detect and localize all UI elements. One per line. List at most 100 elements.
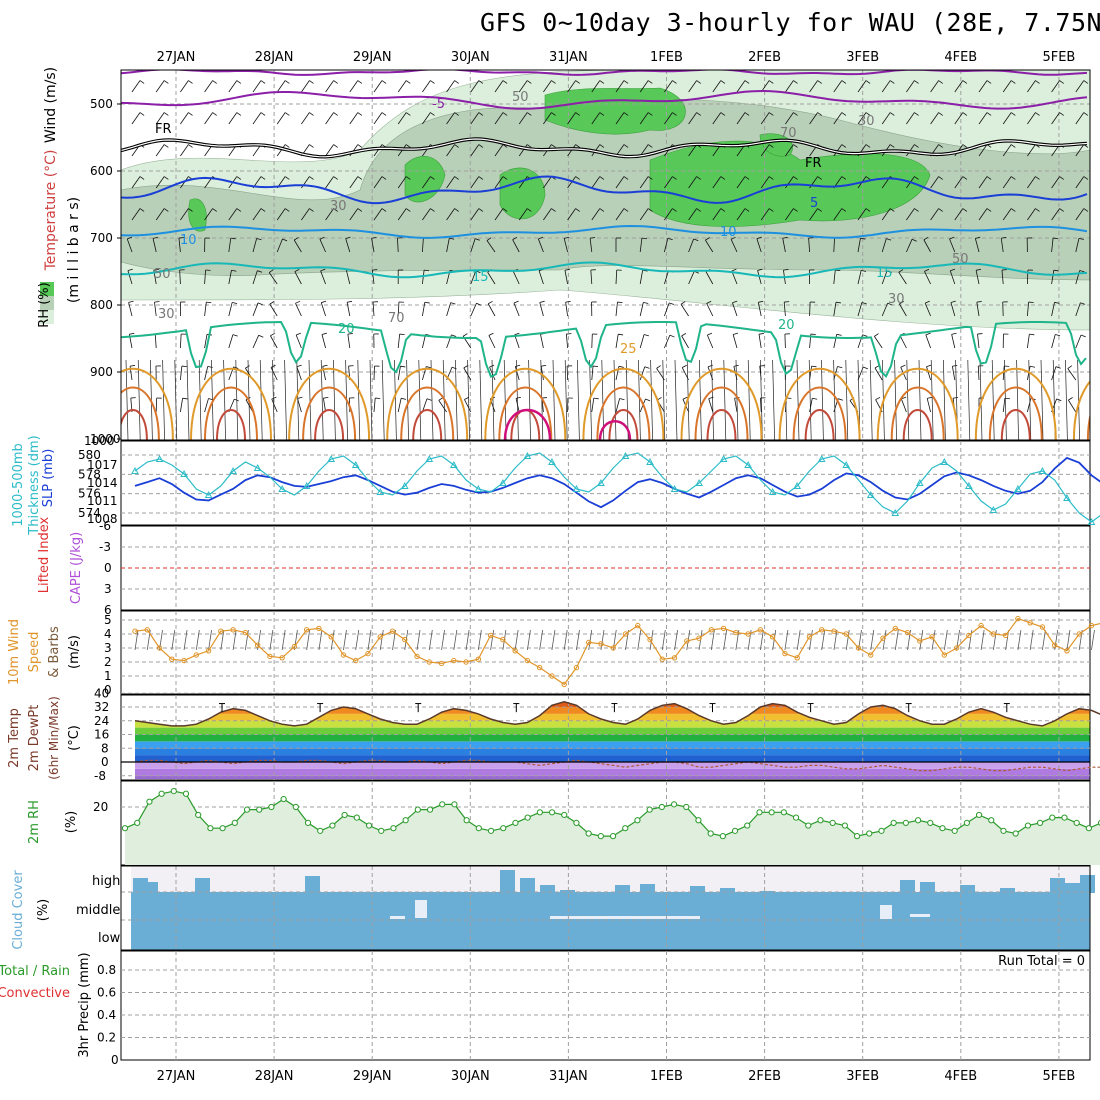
- wind-barb-low: [369, 359, 373, 440]
- wind-barb-flag: [976, 300, 982, 303]
- wind10m-barb: [441, 629, 445, 651]
- cloud-high-bar: [1065, 883, 1080, 893]
- wind-barb: [615, 302, 618, 317]
- wind10m-point: [279, 655, 285, 661]
- thickness-tick: 580: [78, 448, 101, 462]
- wind-barb: [951, 366, 956, 381]
- wind-barb-flag: [454, 144, 459, 148]
- wind-tick: 2: [104, 655, 112, 669]
- wind-barb-flag: [1011, 144, 1016, 148]
- wind-barb-flag: [962, 176, 968, 180]
- rh2m-point: [378, 827, 385, 834]
- wind-barb: [664, 270, 669, 285]
- wind-barb: [898, 272, 907, 285]
- wind-barb: [712, 176, 722, 189]
- y-tick-label: 700: [90, 231, 113, 245]
- wind-barb: [1002, 144, 1012, 157]
- wind10m-point: [696, 635, 702, 641]
- wind-barb-flag: [260, 208, 266, 212]
- wind10m-barb: [355, 629, 360, 651]
- wind-barb-flag: [793, 144, 798, 148]
- wind-barb-flag: [236, 112, 242, 116]
- wind-barb: [470, 303, 477, 317]
- wind-barb-low: [259, 359, 263, 440]
- contour-label: 70: [780, 126, 797, 141]
- wind-barb: [785, 176, 794, 189]
- panel-axis-labels: Wind (m/s) Temperature (°C) RH (%) (m i l l…: [0, 67, 92, 1058]
- wind-barb: [180, 366, 183, 381]
- wind-barb: [925, 334, 931, 349]
- wind-barb: [204, 270, 206, 285]
- wind10m-barb: [428, 629, 433, 651]
- wind-barb-flag: [322, 364, 328, 367]
- rh2m-point: [317, 827, 324, 834]
- wind-barb-low: [723, 359, 727, 440]
- wind-barb: [680, 304, 689, 317]
- wind-barb: [349, 176, 359, 189]
- rh2m-point: [1000, 827, 1007, 834]
- wind-barb-flag: [527, 144, 532, 148]
- wind-barb: [422, 208, 431, 221]
- wind-barb: [543, 80, 552, 93]
- wind-barb: [664, 238, 669, 253]
- contour-diurnal: [890, 386, 945, 440]
- wind-barb: [1051, 80, 1060, 93]
- wind-barb-flag: [680, 301, 686, 305]
- label-thickness-b: Thickness (dm): [27, 435, 42, 535]
- wind-barb-low: [821, 359, 824, 440]
- label-rh2m: 2m RH: [27, 800, 42, 844]
- wind-barb: [978, 144, 988, 157]
- slp-marker: [548, 457, 556, 465]
- slp-marker: [1087, 517, 1096, 525]
- wind-barb-flag: [865, 112, 871, 116]
- slp-marker: [842, 460, 851, 468]
- wind-barb-flag: [406, 176, 411, 180]
- contour-diurnal: [596, 386, 651, 440]
- wind-barb: [857, 80, 867, 93]
- wind10m-point: [831, 628, 837, 634]
- contour-diurnal: [974, 367, 1057, 440]
- wind-barb-flag: [865, 208, 871, 212]
- temp-band: [135, 762, 1090, 769]
- wind-barb-low: [272, 359, 275, 440]
- contour-diurnal: [706, 409, 737, 440]
- wind10m-barb: [551, 629, 556, 651]
- contour-label: 70: [388, 311, 405, 326]
- date-label-top: 28JAN: [255, 50, 294, 65]
- wind10m-barb: [318, 629, 323, 651]
- wind-barb-flag: [297, 396, 303, 399]
- wind-barb-flag: [527, 112, 532, 116]
- slp-marker: [253, 463, 262, 471]
- wind-barb: [567, 80, 576, 93]
- wind10m-line: [134, 617, 1100, 686]
- wind-barb: [373, 112, 383, 125]
- wind-barb-flag: [669, 302, 675, 305]
- cloud-high-bar: [960, 885, 975, 893]
- date-label-bottom: 4FEB: [944, 1069, 977, 1084]
- slp-marker: [474, 484, 483, 492]
- cloud-high-bar: [720, 888, 735, 893]
- wind-barb-flag: [293, 237, 299, 241]
- wind10m-barb: [870, 629, 875, 651]
- wind-barb-flag: [841, 80, 847, 84]
- wind-barb: [1002, 176, 1012, 189]
- slp-marker: [891, 508, 900, 516]
- wind-barb-flag: [309, 80, 314, 84]
- wind10m-barb: [943, 629, 948, 651]
- wind10m-point: [316, 625, 322, 632]
- wind10m-barb: [539, 629, 544, 651]
- wind-barb-low: [845, 359, 849, 440]
- wind-barb-flag: [164, 112, 169, 116]
- cloud-high-bar: [520, 878, 535, 893]
- wind-barb-flag: [769, 80, 774, 84]
- wind-barb-flag: [488, 332, 494, 336]
- wind-barb: [833, 144, 843, 157]
- wind-barb-flag: [127, 268, 133, 271]
- wind-barb-flag: [720, 80, 726, 84]
- wind-barb-low: [650, 359, 653, 440]
- wind-barb: [373, 208, 383, 221]
- wind-barb: [881, 238, 887, 253]
- contour-diurnal: [121, 409, 148, 440]
- slp-tick: 1017: [87, 458, 118, 472]
- contour-35: [503, 408, 552, 440]
